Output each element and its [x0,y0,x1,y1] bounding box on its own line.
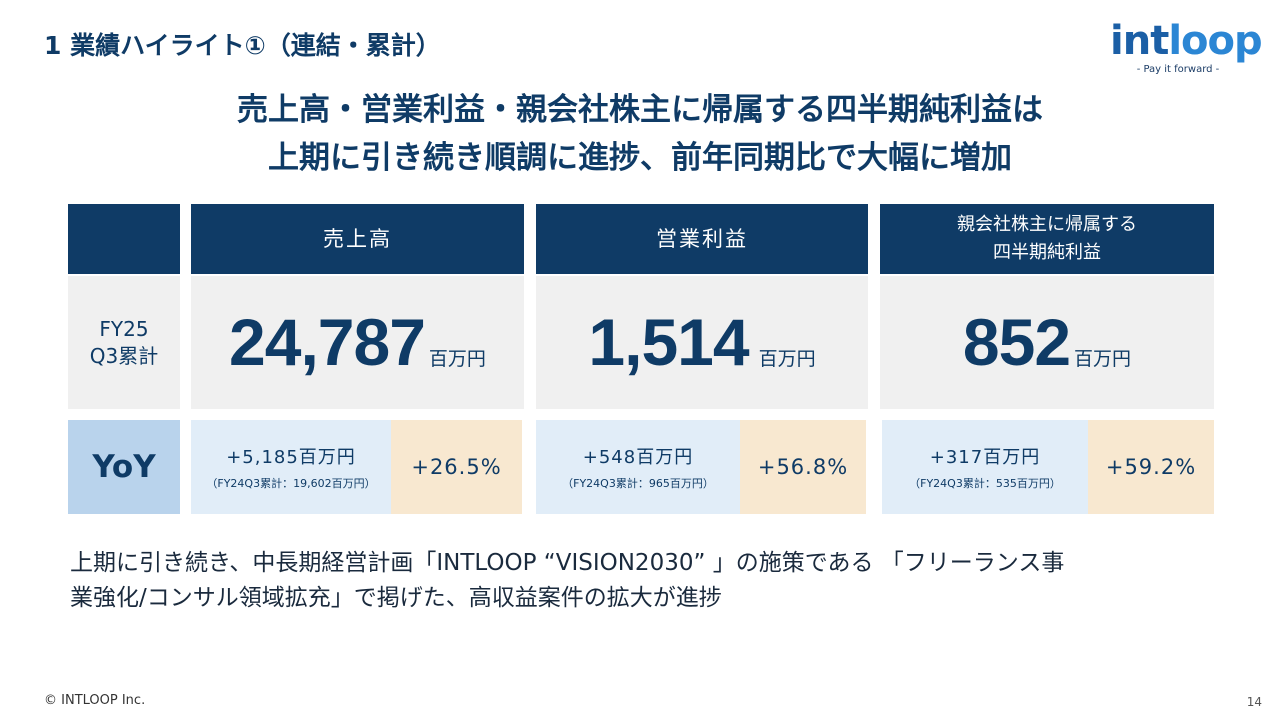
operating-profit-yoy-amount-cell: +548百万円 （FY24Q3累計：965百万円） [536,420,740,514]
row-label-line-1: FY25 [99,316,149,341]
section-title: 1 業績ハイライト①（連結・累計） [44,31,441,60]
operating-profit-yoy-percent: +56.8% [740,420,866,514]
row-label-line-2: Q3累計 [89,343,159,368]
net-income-unit: 百万円 [1074,348,1132,370]
net-income-yoy-amount: +317百万円 [929,447,1041,468]
body-text-line-1: 上期に引き続き、中長期経営計画「INTLOOP “VISION2030” 」の施… [70,550,1065,576]
sales-yoy-previous: （FY24Q3累計：19,602百万円） [206,477,376,490]
net-income-yoy-amount-cell: +317百万円 （FY24Q3累計：535百万円） [882,420,1088,514]
table-header-net-income: 親会社株主に帰属する 四半期純利益 [880,204,1214,274]
net-income-value-cell: 852 百万円 [880,276,1214,409]
row-label-fy25: FY25 Q3累計 [68,276,180,409]
logo-wordmark: intloop [1110,18,1263,64]
sales-yoy-amount-cell: +5,185百万円 （FY24Q3累計：19,602百万円） [191,420,391,514]
operating-profit-yoy-previous: （FY24Q3累計：965百万円） [562,477,714,490]
sales-yoy-percent: +26.5% [391,420,522,514]
sales-value-cell: 24,787 百万円 [191,276,524,409]
body-text-line-2: 業強化/コンサル領域拡充」で掲げた、高収益案件の拡大が進捗 [70,585,722,611]
table-header-sales: 売上高 [191,204,524,274]
table-header-empty [68,204,180,274]
yoy-label: YoY [68,420,180,514]
headline-line-1: 売上高・営業利益・親会社株主に帰属する四半期純利益は [237,92,1043,128]
copyright: © INTLOOP Inc. [44,693,146,708]
operating-profit-unit: 百万円 [758,348,816,370]
page-number: 14 [1246,695,1262,709]
sales-unit: 百万円 [428,348,486,370]
headline-line-2: 上期に引き続き順調に進捗、前年同期比で大幅に増加 [268,140,1012,176]
table-header-operating-profit: 営業利益 [536,204,868,274]
table-header-net-income-line-1: 親会社株主に帰属する [957,214,1137,235]
sales-value: 24,787 [229,305,426,379]
logo-tagline: - Pay it forward - [1136,64,1220,75]
table-header-net-income-line-2: 四半期純利益 [993,242,1101,263]
net-income-value: 852 [962,305,1071,379]
operating-profit-value: 1,514 [588,305,749,379]
net-income-yoy-previous: （FY24Q3累計：535百万円） [909,477,1061,490]
operating-profit-value-cell: 1,514 百万円 [536,276,868,409]
sales-yoy-amount: +5,185百万円 [226,447,356,468]
operating-profit-yoy-amount: +548百万円 [582,447,694,468]
intloop-logo: intloop - Pay it forward - [1110,18,1263,75]
net-income-yoy-percent: +59.2% [1088,420,1214,514]
